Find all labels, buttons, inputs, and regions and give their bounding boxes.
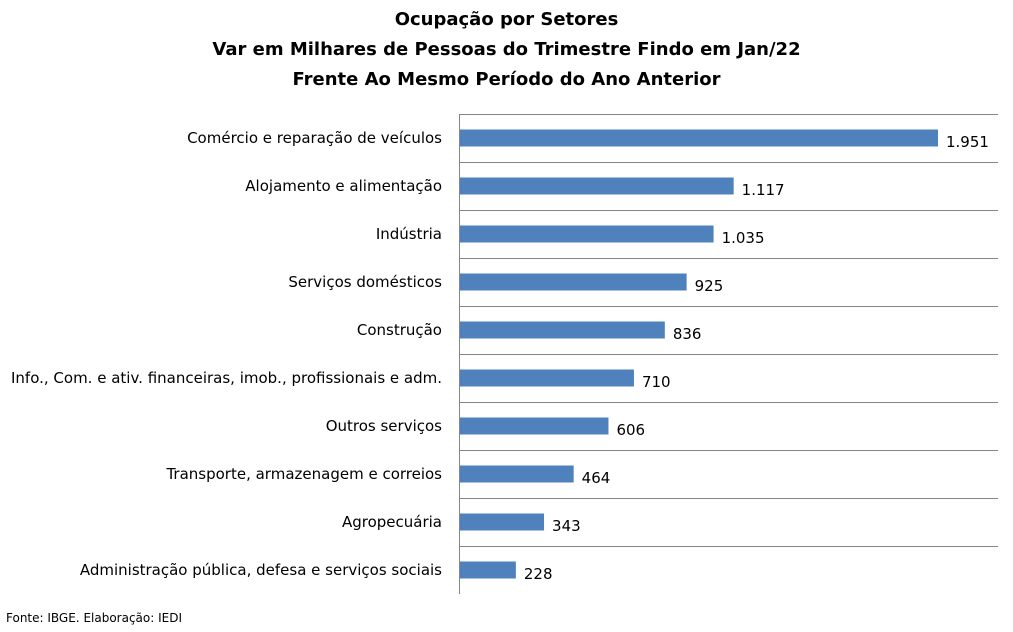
- data-label: 925: [695, 277, 724, 295]
- category-label: Construção: [357, 321, 442, 339]
- category-label: Agropecuária: [342, 513, 442, 531]
- data-label: 464: [582, 469, 611, 487]
- data-label: 228: [524, 565, 553, 583]
- bar: [460, 225, 714, 243]
- data-label: 606: [616, 421, 645, 439]
- category-label: Transporte, armazenagem e correios: [165, 465, 442, 483]
- bar: [460, 129, 938, 147]
- chart-title-line-2: Var em Milhares de Pessoas do Trimestre …: [212, 39, 801, 60]
- data-label: 836: [673, 325, 702, 343]
- bar: [460, 417, 609, 435]
- source-note: Fonte: IBGE. Elaboração: IEDI: [6, 611, 183, 625]
- category-label: Serviços domésticos: [288, 273, 442, 291]
- bar: [460, 177, 734, 195]
- category-label: Outros serviços: [326, 417, 442, 435]
- category-label: Indústria: [376, 225, 442, 243]
- category-label: Comércio e reparação de veículos: [187, 129, 442, 147]
- chart-title-line-1: Ocupação por Setores: [394, 9, 619, 30]
- category-label: Info., Com. e ativ. financeiras, imob., …: [11, 369, 442, 387]
- bar: [460, 321, 665, 339]
- bar: [460, 561, 516, 579]
- chart-title-line-3: Frente Ao Mesmo Período do Ano Anterior: [292, 69, 721, 90]
- bar: [460, 273, 687, 291]
- data-label: 1.035: [722, 229, 765, 247]
- data-label: 343: [552, 517, 581, 535]
- bar: [460, 465, 574, 483]
- category-label: Alojamento e alimentação: [245, 177, 442, 195]
- data-label: 1.117: [742, 181, 785, 199]
- chart-title: Ocupação por Setores Var em Milhares de …: [0, 5, 1013, 95]
- data-label: 1.951: [946, 133, 989, 151]
- category-label: Administração pública, defesa e serviços…: [80, 561, 442, 579]
- bar: [460, 513, 545, 531]
- bar: [460, 369, 634, 387]
- data-label: 710: [642, 373, 671, 391]
